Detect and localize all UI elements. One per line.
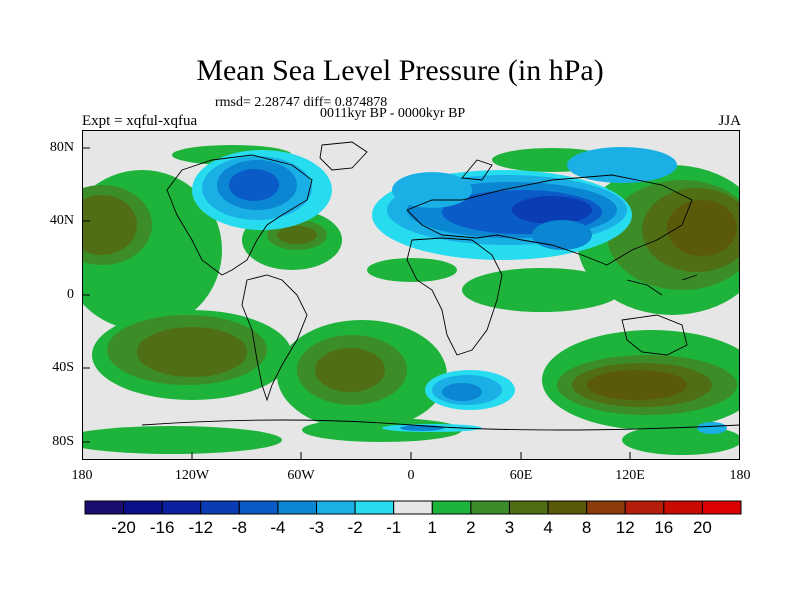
x-tick-180w: 180: [71, 468, 93, 483]
colorbar-label-14: 16: [654, 518, 674, 537]
season-label: JJA: [718, 113, 741, 129]
colorbar-swatch-9: [431, 500, 472, 515]
x-tick-60e: 60E: [509, 468, 533, 483]
colorbar-swatch-2: [161, 500, 202, 515]
negative-anomaly-fields: [192, 147, 727, 434]
colorbar-swatch-10: [470, 500, 510, 515]
y-tick-80s: 80S: [52, 434, 74, 449]
x-tick-0: 0: [407, 468, 415, 483]
colorbar-label-1: -16: [149, 518, 175, 537]
experiment-label: Expt = xqful-xqfua: [82, 113, 198, 129]
colorbar-label-9: 2: [466, 518, 476, 537]
colorbar-swatch-15: [663, 500, 703, 515]
y-tick-0: 0: [67, 287, 74, 302]
colorbar-label-5: -3: [308, 518, 325, 537]
colorbar-label-15: 20: [692, 518, 712, 537]
coastlines: [141, 141, 740, 431]
colorbar-swatch-8: [393, 500, 433, 515]
colorbar: [84, 500, 742, 515]
colorbar-swatch-7: [354, 500, 395, 515]
stats-text: rmsd= 2.28747 diff= 0.874878: [215, 95, 388, 110]
colorbar-swatch-14: [624, 500, 665, 515]
pressure-map: [82, 130, 740, 460]
colorbar-swatch-4: [238, 500, 279, 515]
colorbar-label-4: -4: [270, 518, 286, 537]
colorbar-label-13: 12: [615, 518, 635, 537]
x-tick-60w: 60W: [287, 468, 315, 483]
colorbar-label-8: 1: [427, 518, 438, 537]
y-tick-40n: 40N: [49, 213, 74, 228]
colorbar-label-6: -2: [347, 518, 363, 537]
chart-title: Mean Sea Level Pressure (in hPa): [196, 54, 604, 87]
colorbar-swatch-5: [277, 500, 318, 515]
colorbar-swatch-13: [586, 500, 626, 515]
colorbar-swatch-1: [123, 500, 163, 515]
x-tick-180e: 180: [729, 468, 751, 483]
x-tick-120e: 120E: [615, 468, 645, 483]
colorbar-label-12: 8: [581, 518, 592, 537]
colorbar-label-7: -1: [386, 518, 402, 537]
colorbar-swatch-0: [84, 500, 125, 515]
colorbar-swatch-11: [508, 500, 549, 515]
x-tick-120w: 120W: [174, 468, 210, 483]
period-text: 0011kyr BP - 0000kyr BP: [320, 106, 466, 121]
y-tick-40s: 40S: [52, 360, 74, 375]
colorbar-label-11: 4: [543, 518, 553, 537]
map-ticks: [82, 147, 631, 460]
colorbar-swatch-16: [701, 500, 742, 515]
colorbar-label-2: -12: [188, 518, 214, 537]
colorbar-label-3: -8: [231, 518, 247, 537]
colorbar-swatch-12: [547, 500, 588, 515]
colorbar-swatch-3: [200, 500, 240, 515]
colorbar-label-0: -20: [111, 518, 136, 537]
y-tick-80n: 80N: [49, 140, 74, 155]
colorbar-swatch-6: [316, 500, 356, 515]
colorbar-label-10: 3: [504, 518, 515, 537]
